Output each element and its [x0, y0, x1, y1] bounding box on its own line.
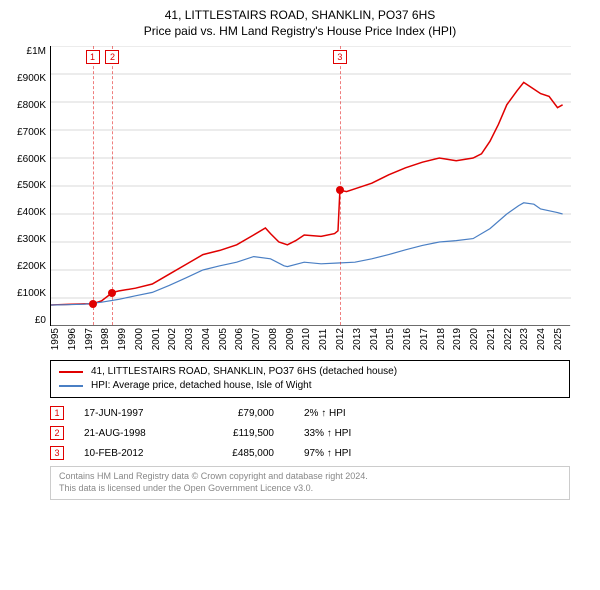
x-tick-label: 2015	[385, 328, 402, 350]
y-tick-label: £500K	[17, 180, 46, 191]
event-row: 2 21-AUG-1998 £119,500 33% ↑ HPI	[50, 426, 570, 440]
x-tick-label: 2013	[352, 328, 369, 350]
x-tick-label: 2004	[201, 328, 218, 350]
event-date: 10-FEB-2012	[84, 448, 174, 459]
x-tick-label: 2006	[234, 328, 251, 350]
x-tick-label: 2019	[452, 328, 469, 350]
x-tick-label: 1995	[50, 328, 67, 350]
x-axis: 1995199619971998199920002001200220032004…	[50, 328, 570, 350]
x-tick-label: 2023	[519, 328, 536, 350]
sale-marker-2: 2	[105, 50, 119, 64]
chart-area: £1M £900K £800K £700K £600K £500K £400K £300K £2…	[10, 46, 590, 326]
x-tick-label: 2003	[184, 328, 201, 350]
x-tick-label: 1999	[117, 328, 134, 350]
event-marker: 3	[50, 446, 64, 460]
y-tick-label: £300K	[17, 234, 46, 245]
event-marker: 1	[50, 406, 64, 420]
event-row: 3 10-FEB-2012 £485,000 97% ↑ HPI	[50, 446, 570, 460]
chart-title: 41, LITTLESTAIRS ROAD, SHANKLIN, PO37 6H…	[10, 8, 590, 22]
event-row: 1 17-JUN-1997 £79,000 2% ↑ HPI	[50, 406, 570, 420]
x-tick-label: 2017	[419, 328, 436, 350]
event-pct: 2% ↑ HPI	[294, 408, 394, 419]
plot-wrap: 12 3	[50, 46, 570, 326]
x-tick-label: 2007	[251, 328, 268, 350]
y-tick-label: £700K	[17, 127, 46, 138]
x-tick-label: 2016	[402, 328, 419, 350]
legend-swatch	[59, 385, 83, 387]
events-table: 1 17-JUN-1997 £79,000 2% ↑ HPI 2 21-AUG-1998 £…	[50, 406, 570, 460]
x-tick-label: 2014	[369, 328, 386, 350]
sale-line-2	[112, 46, 113, 325]
x-tick-label: 2005	[218, 328, 235, 350]
y-tick-label: £900K	[17, 73, 46, 84]
event-date: 17-JUN-1997	[84, 408, 174, 419]
legend-swatch	[59, 371, 83, 373]
y-tick-label: £0	[35, 315, 46, 326]
y-tick-label: £800K	[17, 100, 46, 111]
x-tick-label: 1996	[67, 328, 84, 350]
footer-attribution: Contains HM Land Registry data © Crown c…	[50, 466, 570, 499]
plot-svg	[51, 46, 571, 326]
x-tick-label: 1997	[84, 328, 101, 350]
sale-line-1	[93, 46, 94, 325]
legend-row: 41, LITTLESTAIRS ROAD, SHANKLIN, PO37 6H…	[59, 365, 561, 379]
event-marker: 2	[50, 426, 64, 440]
x-tick-label: 2002	[167, 328, 184, 350]
y-tick-label: £600K	[17, 154, 46, 165]
x-tick-label: 2008	[268, 328, 285, 350]
x-tick-label: 2021	[486, 328, 503, 350]
y-tick-label: £400K	[17, 207, 46, 218]
event-price: £119,500	[194, 428, 274, 439]
x-tick-label: 2018	[436, 328, 453, 350]
y-tick-label: £100K	[17, 288, 46, 299]
x-tick-label: 2010	[301, 328, 318, 350]
y-axis: £1M £900K £800K £700K £600K £500K £400K £300K £2…	[10, 46, 50, 326]
x-tick-label: 2025	[553, 328, 570, 350]
x-tick-label: 2020	[469, 328, 486, 350]
x-tick-label: 2009	[285, 328, 302, 350]
x-tick-label: 2022	[503, 328, 520, 350]
x-tick-label: 2011	[318, 328, 335, 350]
x-tick-label: 2000	[134, 328, 151, 350]
sale-marker-1: 1	[86, 50, 100, 64]
y-tick-label: £200K	[17, 261, 46, 272]
sale-dot-3	[336, 186, 344, 194]
x-tick-label: 2024	[536, 328, 553, 350]
y-tick-label: £1M	[27, 46, 46, 57]
chart-subtitle: Price paid vs. HM Land Registry's House …	[10, 24, 590, 38]
plot: 12 3	[50, 46, 570, 326]
event-date: 21-AUG-1998	[84, 428, 174, 439]
event-price: £485,000	[194, 448, 274, 459]
legend-label: 41, LITTLESTAIRS ROAD, SHANKLIN, PO37 6H…	[91, 365, 397, 379]
event-price: £79,000	[194, 408, 274, 419]
x-tick-label: 2012	[335, 328, 352, 350]
sale-dot-1	[89, 300, 97, 308]
footer-line2: This data is licensed under the Open Gov…	[59, 483, 561, 495]
sale-marker-3: 3	[333, 50, 347, 64]
sale-dot-2	[108, 289, 116, 297]
event-pct: 97% ↑ HPI	[294, 448, 394, 459]
x-tick-label: 2001	[151, 328, 168, 350]
event-pct: 33% ↑ HPI	[294, 428, 394, 439]
footer-line1: Contains HM Land Registry data © Crown c…	[59, 471, 561, 483]
legend: 41, LITTLESTAIRS ROAD, SHANKLIN, PO37 6H…	[50, 360, 570, 398]
x-tick-label: 1998	[100, 328, 117, 350]
legend-row: HPI: Average price, detached house, Isle…	[59, 379, 561, 393]
legend-label: HPI: Average price, detached house, Isle…	[91, 379, 312, 393]
